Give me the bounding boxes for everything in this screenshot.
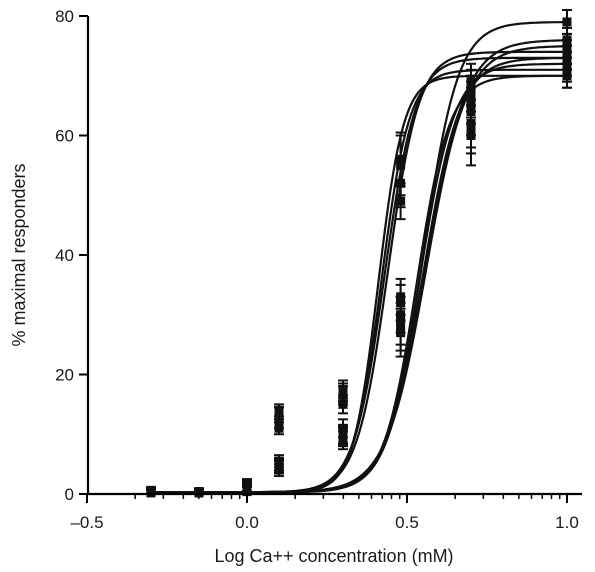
x-tick-label: 0.5 [395,513,419,532]
data-markers [146,17,572,498]
data-point [562,59,572,69]
x-axis-title: Log Ca++ concentration (mM) [214,546,453,566]
data-point [562,17,572,27]
data-point [562,41,572,51]
data-point [338,430,348,440]
data-point [274,460,284,470]
x-tick-label: 0.0 [235,513,259,532]
data-point [396,292,406,302]
y-tick-label: 0 [65,485,74,504]
data-point [396,160,406,170]
data-point [466,107,476,117]
data-point [338,387,348,397]
y-axis-title: % maximal responders [9,163,29,346]
fit-curve [151,62,567,494]
y-tick-label: 60 [55,127,74,146]
data-point [466,125,476,135]
fit-curve [151,68,567,494]
x-tick-label: 1.0 [555,513,579,532]
data-point [466,89,476,99]
fitted-curves [151,21,568,494]
data-point [562,71,572,81]
data-point [396,196,406,206]
data-point [338,399,348,409]
fit-curve [151,45,568,494]
data-point [396,328,406,338]
fit-curve [151,56,567,494]
data-point [466,77,476,87]
data-point [396,316,406,326]
fit-curve [151,56,567,494]
y-axis-ticks: 0 20 40 60 80 [55,7,88,504]
y-tick-label: 80 [55,7,74,26]
data-point [396,178,406,188]
data-point [274,423,284,433]
data-point [194,487,204,497]
x-axis-ticks: –0.5 0.0 0.5 1.0 [70,494,579,532]
y-tick-label: 20 [55,366,74,385]
y-tick-label: 40 [55,246,74,265]
x-tick-label: –0.5 [70,513,103,532]
data-point [274,408,284,418]
